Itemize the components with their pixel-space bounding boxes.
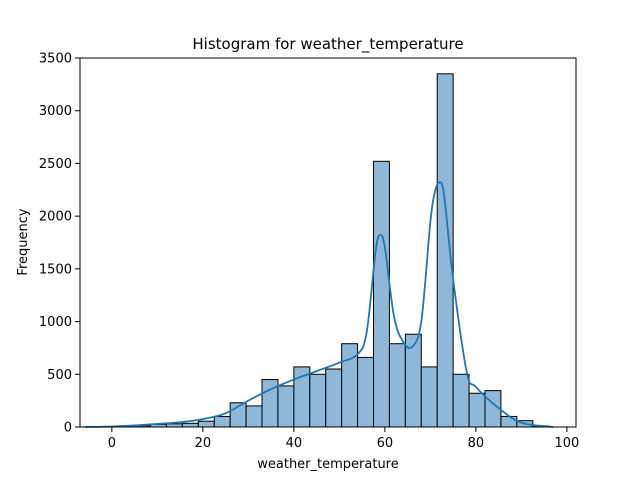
histogram-bar <box>197 420 215 428</box>
histogram-bar <box>181 422 199 428</box>
chart-title: Histogram for weather_temperature <box>192 35 463 54</box>
x-tick-label: 100 <box>554 436 579 451</box>
histogram-bar <box>357 356 375 428</box>
y-tick-label: 2000 <box>39 210 72 225</box>
y-tick-label: 2500 <box>39 157 72 172</box>
x-tick-label: 0 <box>108 436 116 451</box>
x-tick-label: 40 <box>286 436 303 451</box>
histogram-bar <box>245 405 263 428</box>
x-axis-label: weather_temperature <box>257 457 399 472</box>
histogram-bar <box>452 373 470 428</box>
plot-frame <box>79 57 577 428</box>
histogram-bar <box>373 160 390 428</box>
histogram-bar <box>325 368 343 428</box>
histogram-bar <box>309 373 327 428</box>
x-axis-ticks: 0 20 40 60 80 100 <box>108 427 579 451</box>
x-tick-label: 60 <box>377 436 394 451</box>
histogram-bar <box>420 366 438 428</box>
y-tick-label: 3500 <box>39 52 72 67</box>
x-tick-label: 20 <box>195 436 212 451</box>
y-tick-label: 500 <box>47 368 72 383</box>
histogram-bar <box>277 385 295 428</box>
y-tick-label: 3000 <box>39 104 72 119</box>
y-tick-label: 1000 <box>39 315 72 330</box>
histogram-bar <box>500 415 518 428</box>
kde-curve <box>84 181 554 428</box>
y-tick-label: 0 <box>64 421 72 436</box>
histogram-bar <box>213 415 231 428</box>
x-tick-label: 80 <box>468 436 485 451</box>
y-axis-ticks: 0 500 1000 1500 2000 2500 3000 3500 <box>39 52 80 436</box>
y-tick-label: 1500 <box>39 262 72 277</box>
histogram-bar <box>388 343 406 428</box>
histogram-bar <box>468 392 486 428</box>
y-axis-label: Frequency <box>16 208 31 275</box>
